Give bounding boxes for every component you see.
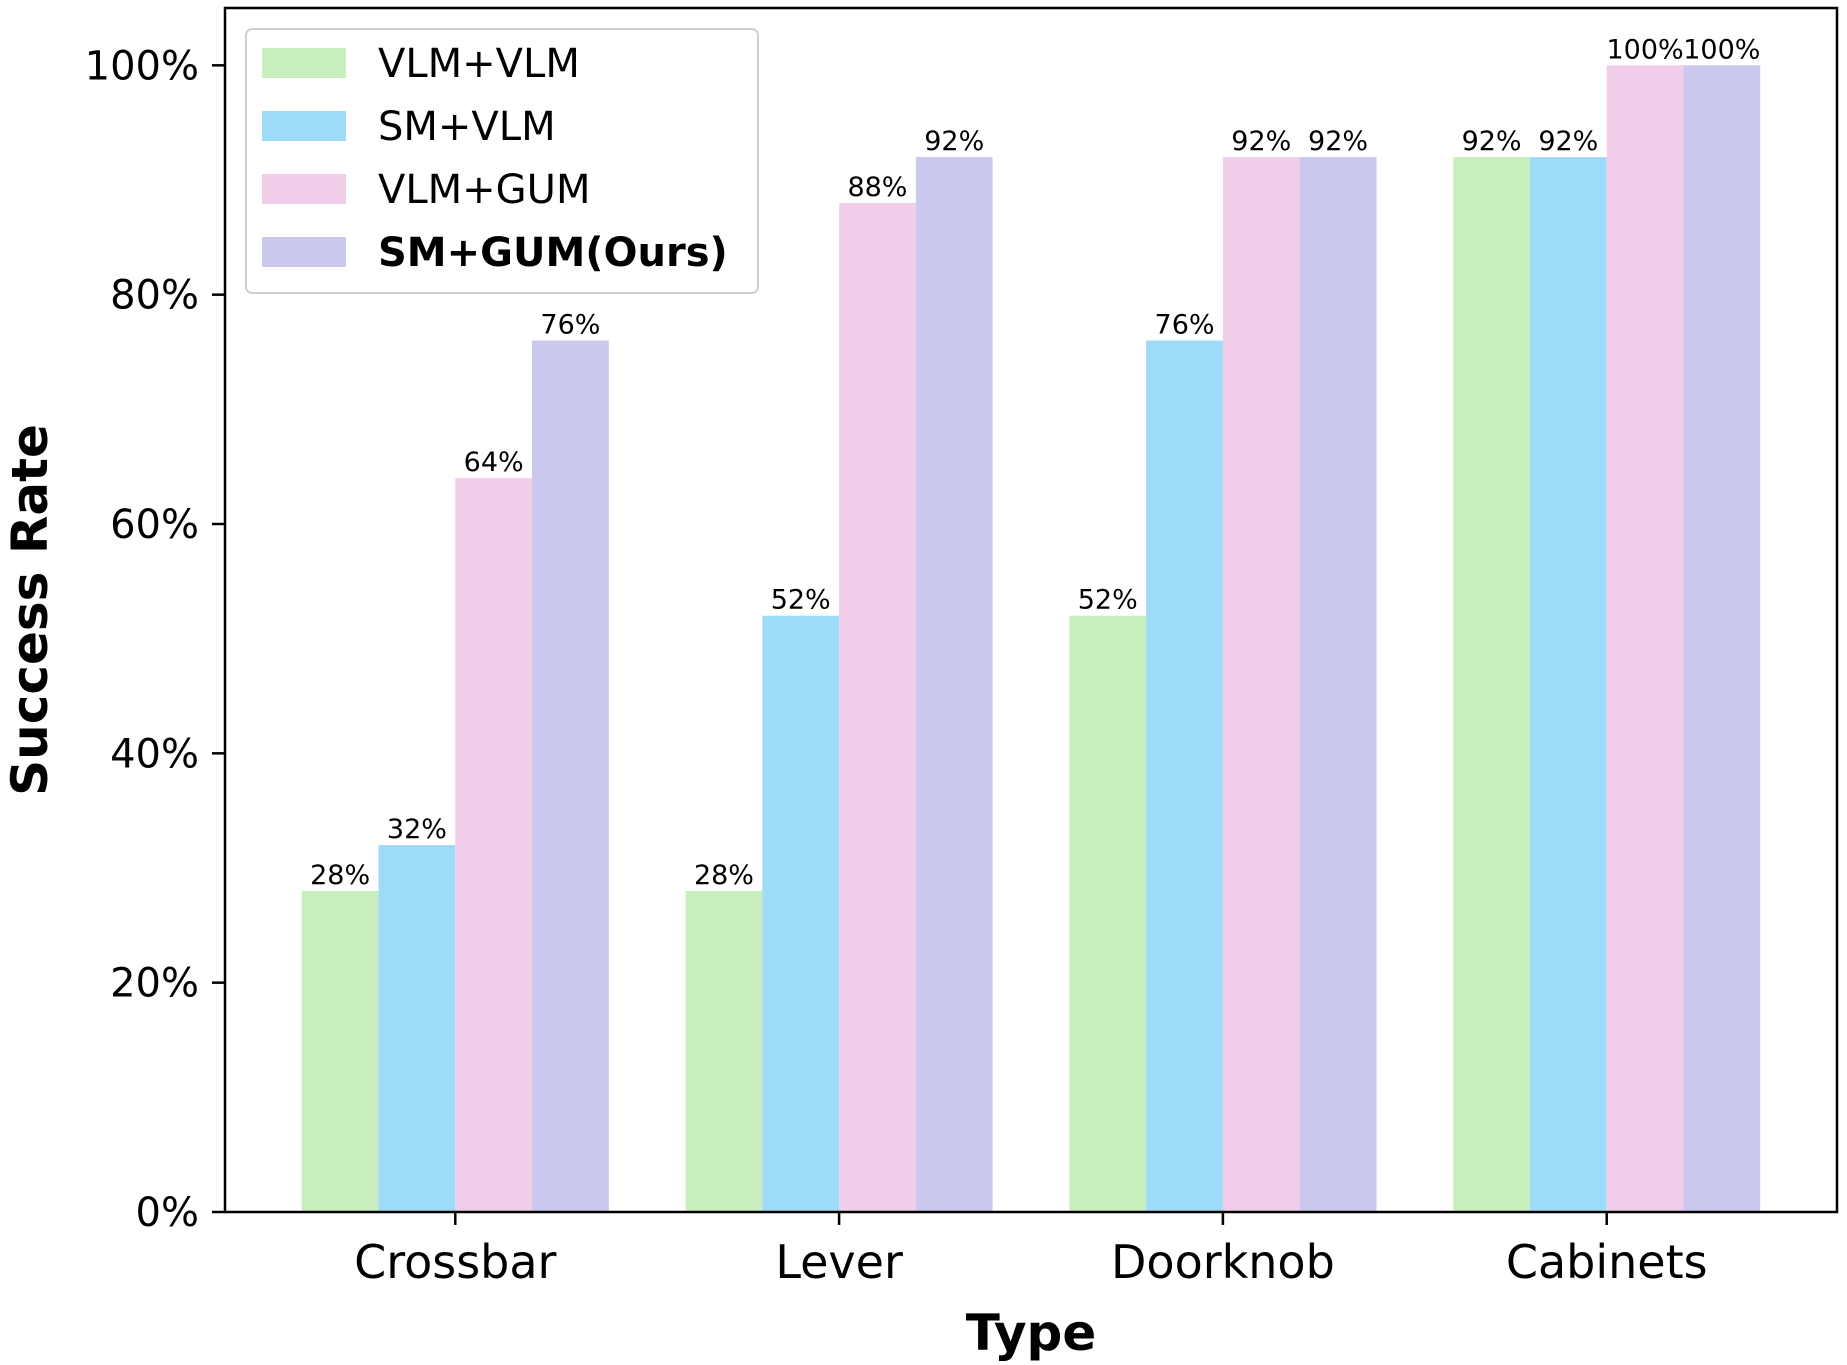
data-labels-group: 28% 28% 52% 92% 32% 52% 76% 92% 64% 88% 92% 100% 76%… <box>310 34 1760 891</box>
data-label-cabinets-2: 92% <box>1538 126 1598 157</box>
bar-crossbar-3 <box>455 478 533 1213</box>
data-label-crossbar-1: 28% <box>310 860 370 891</box>
legend-frame <box>245 28 759 294</box>
legend-label-3: VLM+GUM <box>378 167 590 213</box>
bar-lever-3 <box>839 202 916 1212</box>
data-label-cabinets-3: 100% <box>1606 34 1683 65</box>
y-tick-label: 60% <box>110 502 199 548</box>
bar-cabinets-4 <box>1683 65 1761 1212</box>
x-tick-label-doorknob: Doorknob <box>1111 1235 1335 1289</box>
legend-label-4: SM+GUM(Ours) <box>378 230 728 276</box>
bar-lever-2 <box>762 615 840 1212</box>
plot-frame <box>223 6 1839 1214</box>
data-label-crossbar-3: 64% <box>464 447 524 478</box>
data-label-doorknob-2: 76% <box>1155 310 1215 341</box>
y-tick-label: 0% <box>136 1190 199 1236</box>
bar-cabinets-2 <box>1529 157 1607 1213</box>
data-label-doorknob-3: 92% <box>1231 126 1291 157</box>
bar-cabinets-1 <box>1453 157 1530 1213</box>
bar-crossbar-1 <box>301 890 379 1212</box>
data-label-crossbar-4: 76% <box>540 310 600 341</box>
y-axis-title: Success Rate <box>1 424 59 796</box>
data-label-crossbar-2: 32% <box>387 814 447 845</box>
legend-swatch-1 <box>262 48 346 78</box>
bars-group <box>301 65 1761 1213</box>
legend-label-2: SM+VLM <box>378 104 556 150</box>
bar-lever-4 <box>915 157 993 1213</box>
legend-swatch-2 <box>262 111 346 141</box>
y-axis: 0% 20% 40% 60% 80% 100% <box>85 43 225 1236</box>
data-label-lever-1: 28% <box>694 860 754 891</box>
legend: VLM+VLM SM+VLM VLM+GUM SM+GUM(Ours) <box>245 28 759 294</box>
bar-crossbar-2 <box>378 845 456 1212</box>
data-label-cabinets-1: 92% <box>1462 126 1522 157</box>
legend-swatch-3 <box>262 174 346 204</box>
data-label-lever-4: 92% <box>924 126 984 157</box>
legend-swatch-4 <box>262 237 346 267</box>
bar-cabinets-3 <box>1606 65 1684 1212</box>
data-label-lever-3: 88% <box>847 172 907 203</box>
data-label-doorknob-4: 92% <box>1308 126 1368 157</box>
y-tick-label: 80% <box>110 273 199 319</box>
y-tick-label: 40% <box>110 731 199 777</box>
legend-label-1: VLM+VLM <box>378 41 580 87</box>
bar-doorknob-1 <box>1069 615 1147 1212</box>
bar-doorknob-4 <box>1299 157 1377 1213</box>
bar-doorknob-2 <box>1146 340 1223 1212</box>
data-label-cabinets-4: 100% <box>1683 34 1760 65</box>
data-label-lever-2: 52% <box>771 585 831 616</box>
bar-doorknob-3 <box>1222 157 1300 1213</box>
y-tick-label: 100% <box>85 43 199 89</box>
bar-lever-1 <box>685 890 763 1212</box>
x-tick-label-cabinets: Cabinets <box>1506 1235 1708 1289</box>
y-tick-label: 20% <box>110 961 199 1007</box>
data-label-doorknob-1: 52% <box>1078 585 1138 616</box>
bar-crossbar-4 <box>532 340 609 1212</box>
x-tick-label-lever: Lever <box>775 1235 903 1289</box>
x-axis: Crossbar Lever Doorknob Cabinets <box>354 1212 1708 1289</box>
x-axis-title: Type <box>966 1304 1096 1362</box>
x-tick-label-crossbar: Crossbar <box>354 1235 556 1289</box>
